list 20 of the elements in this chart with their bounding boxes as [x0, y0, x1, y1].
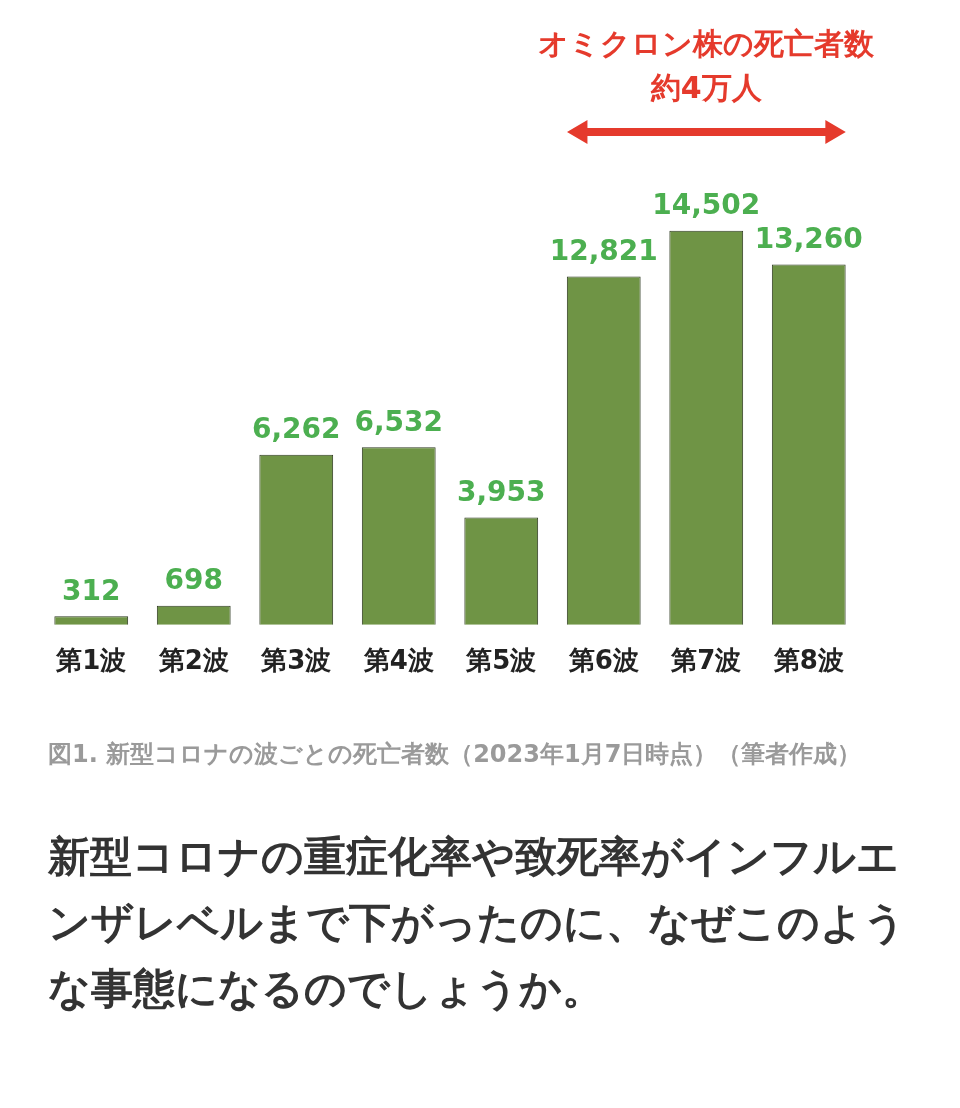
text: オミクロン株の死亡者数: [537, 25, 876, 63]
x-tick-label: 第5波: [465, 645, 537, 676]
x-tick-label: 第6波: [567, 645, 639, 676]
data-label: 6,262: [251, 411, 341, 445]
text: 約4万人: [649, 69, 763, 107]
x-tick-label: 第7波: [670, 645, 742, 676]
x-tick-label: 第4波: [362, 645, 434, 676]
data-label: 13,260: [754, 221, 863, 255]
caption: 図1. 新型コロナの波ごとの死亡者数（2023年1月7日時点）（筆者作成）: [48, 739, 863, 770]
data-label: 3,953: [456, 474, 546, 508]
x-tick-label: 第1波: [55, 645, 127, 676]
data-label: 312: [62, 573, 121, 607]
data-label: 14,502: [652, 187, 761, 221]
data-label: 12,821: [549, 233, 658, 267]
x-tick-label: 第2波: [157, 645, 229, 676]
x-tick-label: 第8波: [772, 645, 844, 676]
text: 新型コロナの重症化率や致死率がインフルエンザレベルまで下がったのに、なぜこのような事態になるのでしょうか。: [48, 831, 907, 1015]
x-tick-label: 第3波: [260, 645, 332, 676]
data-label: 698: [164, 563, 223, 597]
data-label: 6,532: [354, 404, 444, 438]
